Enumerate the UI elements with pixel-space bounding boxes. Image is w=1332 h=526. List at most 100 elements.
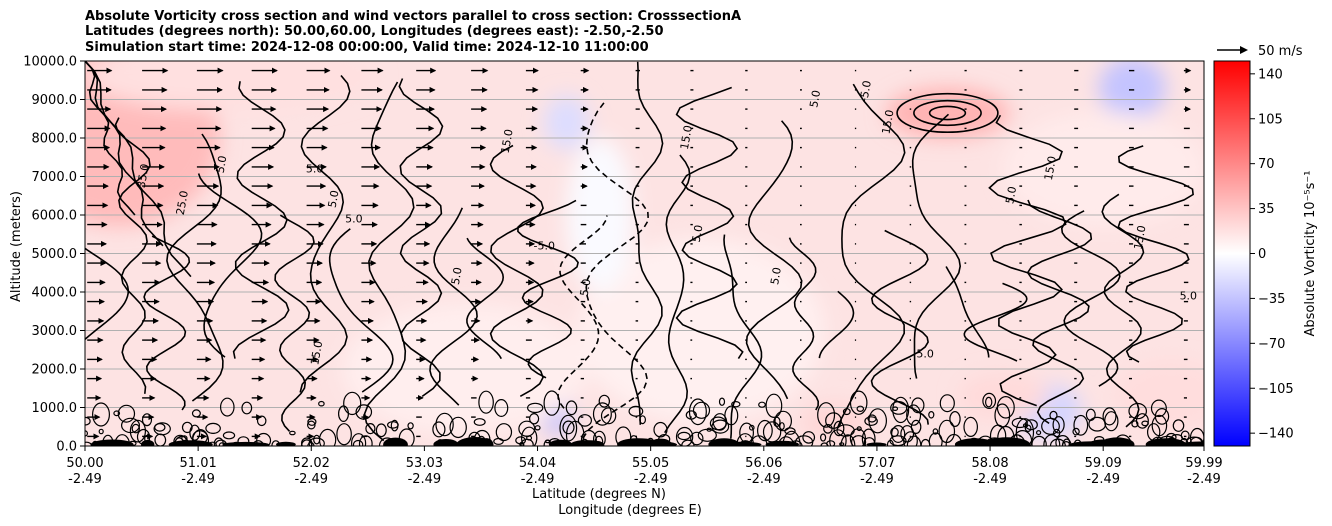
y-tick-label: 10000.0 [23,55,77,70]
contour-line [429,207,478,406]
surface-contour [598,394,611,408]
contour-line [836,83,906,429]
surface-contour-dense [1180,441,1204,446]
surface-contour [849,390,868,415]
surface-contour-dense [168,440,213,446]
surface-contour [856,405,865,412]
surface-contour [1022,423,1029,428]
vorticity-blob-7 [958,372,1049,420]
x-tick-label-lon: -2.49 [747,472,781,487]
contour-label: 5.0 [326,189,342,208]
surface-contour-dense [141,439,155,446]
contour-line [114,117,151,394]
surface-contour [891,425,906,444]
surface-contour [91,402,110,427]
surface-contour [802,431,816,444]
contour-label: 5.0 [1003,185,1019,204]
surface-contour [543,390,561,416]
surface-contour [731,401,741,408]
contour-line [85,247,129,341]
y-axis: 0.0 1000.0 2000.0 3000.0 4000.0 5000.0 6000.0 7… [23,55,85,455]
surface-contour [823,423,833,434]
surface-contour [213,437,224,446]
surface-contour [1102,407,1117,426]
contour-line [1026,199,1093,425]
surface-contour [494,399,509,418]
surface-contour [593,430,606,446]
surface-contour [449,416,467,439]
surface-contour [910,419,922,434]
surface-contour [989,424,1007,446]
surface-contour-dense [983,437,1031,446]
surface-contour [774,410,792,432]
surface-contour [849,428,866,446]
surface-contour [706,427,712,432]
contour-line [911,113,962,379]
contour-line [363,81,415,442]
x-tick-label-lat: 55.05 [632,456,669,471]
surface-contour [982,392,997,409]
surface-contour [306,420,316,430]
y-axis-label: Altitude (meters) [9,191,24,302]
vorticity-blob-1 [85,61,377,112]
surface-contour [757,419,773,442]
surface-contour [289,430,296,436]
surface-contour [1135,413,1149,429]
surface-contour [1041,417,1060,435]
surface-contour [432,421,446,438]
x-tick-label-lat: 59.09 [1085,456,1122,471]
surface-contour [856,426,862,432]
surface-contour [765,393,783,418]
x-tick-label-lat: 56.06 [745,456,782,471]
surface-contour [435,412,454,437]
contour-line [166,133,224,402]
surface-contour [153,422,171,436]
contour-label: 5.0 [1180,290,1198,303]
x-axis-label-longitude: Longitude (degrees E) [558,503,702,518]
surface-contour [963,416,978,437]
horizontal-gridlines [85,61,1204,446]
contour-line [1060,210,1121,387]
surface-contour [1172,419,1185,432]
surface-contour-dense [90,439,134,446]
contour-line [557,215,608,409]
surface-contour [677,431,691,441]
colorbar-tick-label: −70 [1258,337,1285,352]
surface-contour [592,402,612,426]
x-tick-label-lat: 58.08 [971,456,1008,471]
vorticity-contours [85,61,1194,442]
x-tick-label-lat: 54.04 [519,456,556,471]
y-tick-label: 8000.0 [32,132,78,147]
contour-label: 15.0 [1132,224,1149,250]
surface-contour [867,414,877,423]
surface-contour [833,420,845,437]
contour-line [398,78,444,398]
x-tick-label-lon: -2.49 [521,472,555,487]
contour-line [870,229,929,425]
plot-area: 5.0 5.05.05.05.05.05.05.05.05.05.05.015.0… [85,61,1204,446]
colorbar-ticks: 140 105 70 35 0 −35 −70 −105 −140 [1250,67,1294,442]
surface-contour [779,422,785,431]
contour-label: 5.0 [345,213,363,226]
vorticity-blob-10 [1003,111,1204,227]
surface-contour [181,421,193,434]
surface-contour [748,424,755,431]
surface-contour [473,418,486,426]
colorbar-label: Absolute Vorticity 10⁻⁵s⁻¹ [1303,171,1318,337]
x-tick-label-lat: 50.00 [66,456,103,471]
contour-label: 5.0 [306,163,324,176]
surface-contour [220,397,235,417]
x-tick-label-lon: -2.49 [634,472,668,487]
surface-contour [861,428,876,446]
contour-line [582,102,650,439]
surface-contour [351,433,367,446]
contour-line [143,235,191,411]
contour-line [274,214,315,432]
surface-contour [892,396,910,424]
surface-contour [580,429,597,446]
surface-contour [113,410,121,417]
surface-contour [559,414,578,442]
surface-contour [336,423,352,446]
contour-line [1117,145,1194,363]
